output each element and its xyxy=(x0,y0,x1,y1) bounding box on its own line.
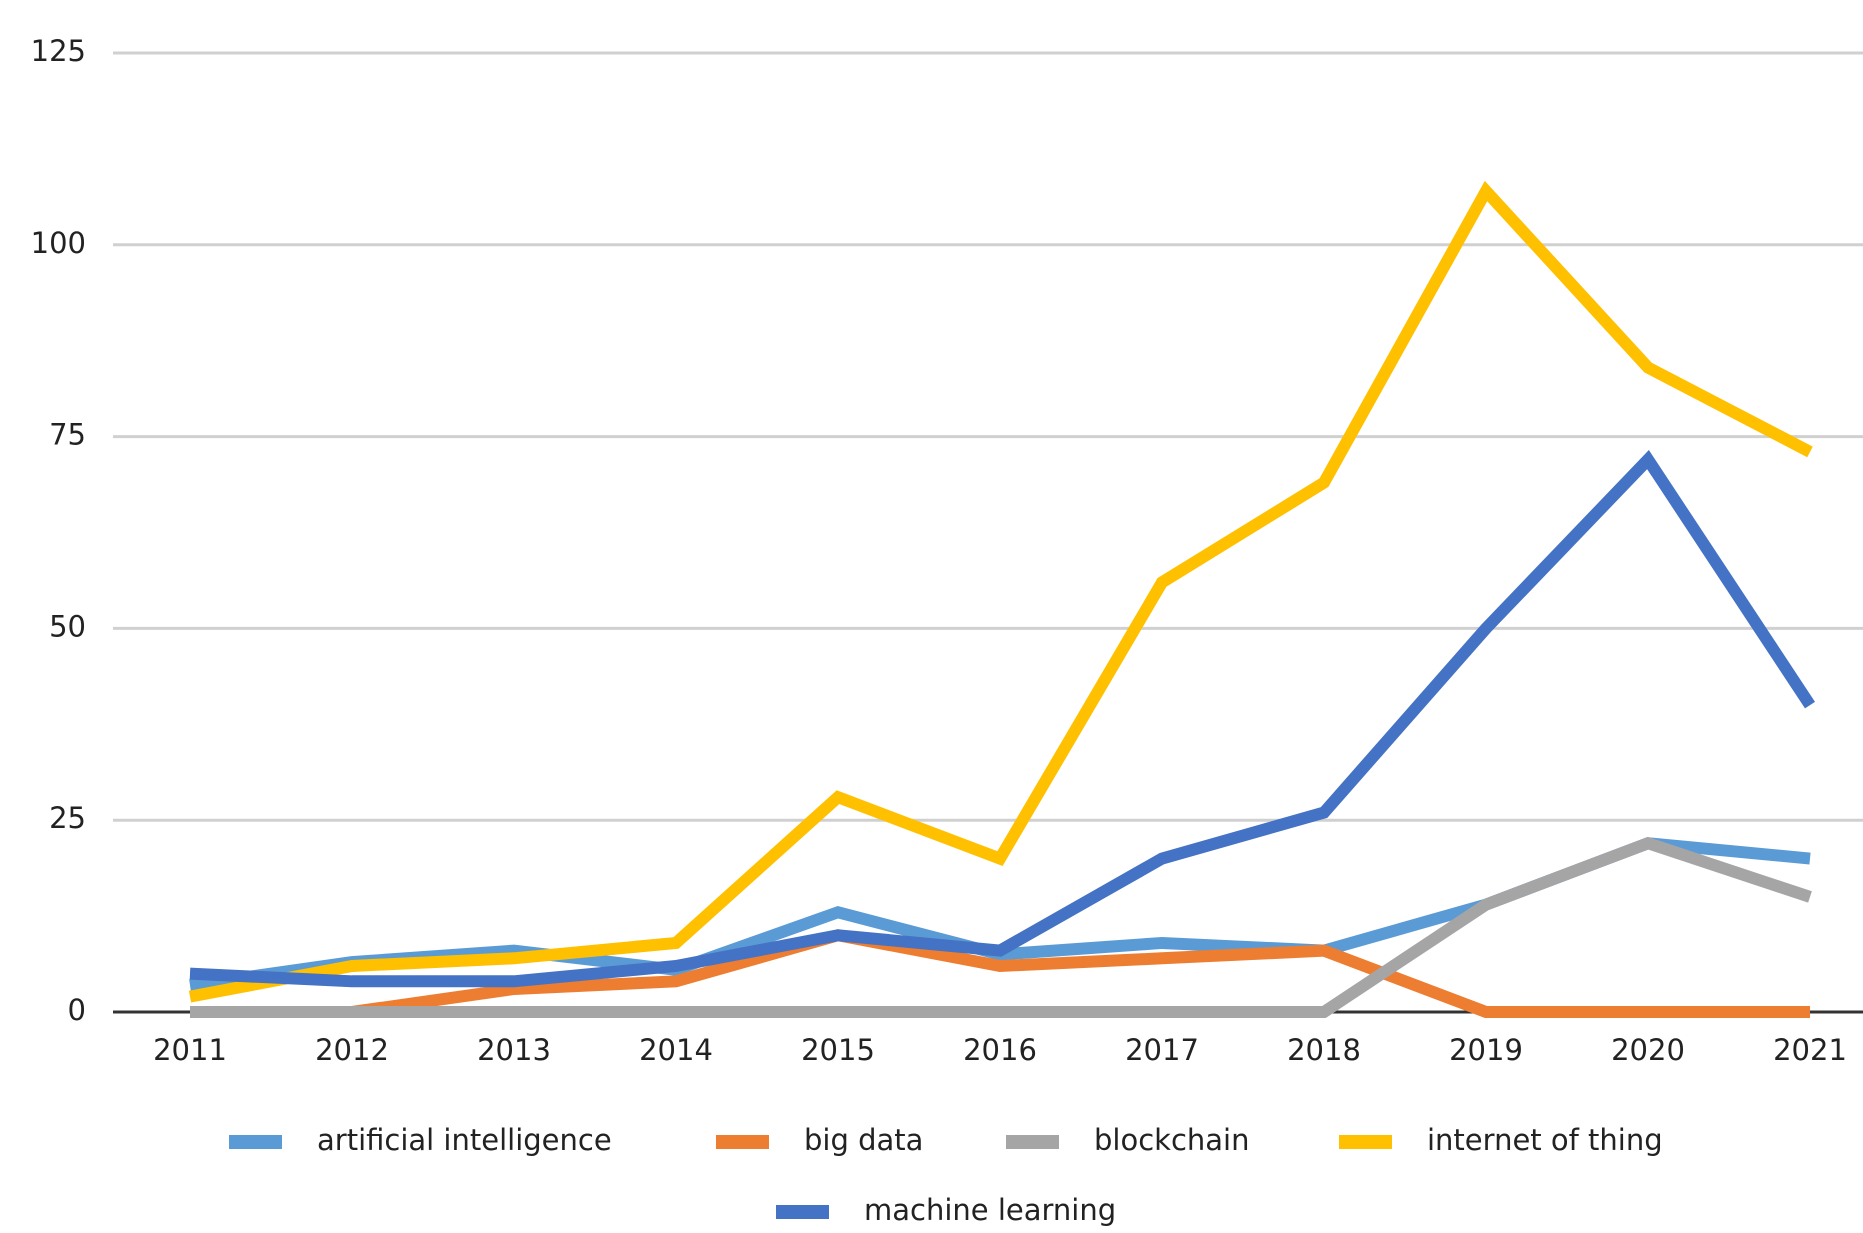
x-tick-label: 2019 xyxy=(1449,1033,1523,1067)
legend-label: machine learning xyxy=(864,1193,1116,1227)
legend-swatch xyxy=(776,1205,829,1219)
legend-swatch xyxy=(1006,1135,1059,1149)
y-tick-label: 25 xyxy=(49,801,86,835)
x-tick-label: 2013 xyxy=(477,1033,551,1067)
series-line xyxy=(190,836,1812,1018)
x-tick-label: 2014 xyxy=(639,1033,713,1067)
x-tick-label: 2020 xyxy=(1611,1033,1685,1067)
x-tick-label: 2018 xyxy=(1287,1033,1361,1067)
legend-swatch xyxy=(1339,1135,1392,1149)
y-tick-label: 100 xyxy=(31,226,86,260)
legend-label: internet of thing xyxy=(1427,1123,1663,1157)
legend-label: blockchain xyxy=(1094,1123,1249,1157)
legend-label: artificial intelligence xyxy=(317,1123,612,1157)
legend-label: big data xyxy=(804,1123,923,1157)
legend-swatch xyxy=(229,1135,282,1149)
y-tick-label: 50 xyxy=(49,609,86,643)
y-tick-label: 75 xyxy=(49,418,86,452)
series-line xyxy=(189,450,1816,988)
x-tick-label: 2011 xyxy=(153,1033,227,1067)
series-line xyxy=(190,929,1810,1018)
x-tick-label: 2016 xyxy=(963,1033,1037,1067)
x-tick-label: 2021 xyxy=(1773,1033,1847,1067)
x-tick-label: 2015 xyxy=(801,1033,875,1067)
legend-swatch xyxy=(716,1135,769,1149)
x-tick-label: 2012 xyxy=(315,1033,389,1067)
series-line xyxy=(188,180,1813,1003)
y-tick-label: 125 xyxy=(31,34,86,68)
y-tick-label: 0 xyxy=(68,993,86,1027)
x-tick-label: 2017 xyxy=(1125,1033,1199,1067)
